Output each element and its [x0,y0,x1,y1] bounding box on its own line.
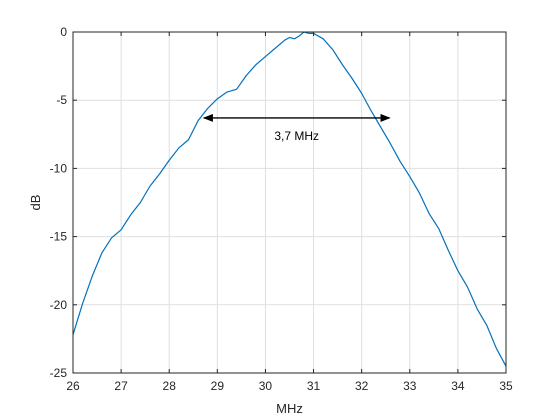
x-tick-label: 34 [451,379,465,393]
x-tick-label: 28 [163,379,177,393]
y-tick-label: -15 [50,230,68,244]
grid-lines [73,32,506,373]
y-tick-label: 0 [60,25,67,39]
x-tick-label: 29 [211,379,225,393]
bandwidth-label: 3,7 MHz [274,129,319,143]
tick-marks [72,31,507,374]
plot-frame [72,31,507,374]
y-tick-label: -20 [50,298,68,312]
annotation-group: 3,7 MHz [202,113,391,143]
x-tick-label: 35 [499,379,513,393]
y-axis-label: dB [28,195,43,211]
x-tick-labels: 26 27 28 29 30 31 32 33 34 35 [66,379,513,393]
x-tick-label: 27 [114,379,128,393]
plot-area [73,32,506,373]
y-tick-label: -10 [50,161,68,175]
x-tick-label: 33 [403,379,417,393]
series-line [72,31,507,367]
y-tick-labels: 0 -5 -10 -15 -20 -25 [50,25,68,380]
x-tick-label: 26 [66,379,80,393]
x-tick-label: 32 [355,379,369,393]
y-tick-label: -25 [50,366,68,380]
x-tick-label: 31 [307,379,321,393]
series-group [72,31,507,367]
x-tick-label: 30 [259,379,273,393]
y-tick-label: -5 [56,93,67,107]
x-axis-label: MHz [276,401,303,416]
